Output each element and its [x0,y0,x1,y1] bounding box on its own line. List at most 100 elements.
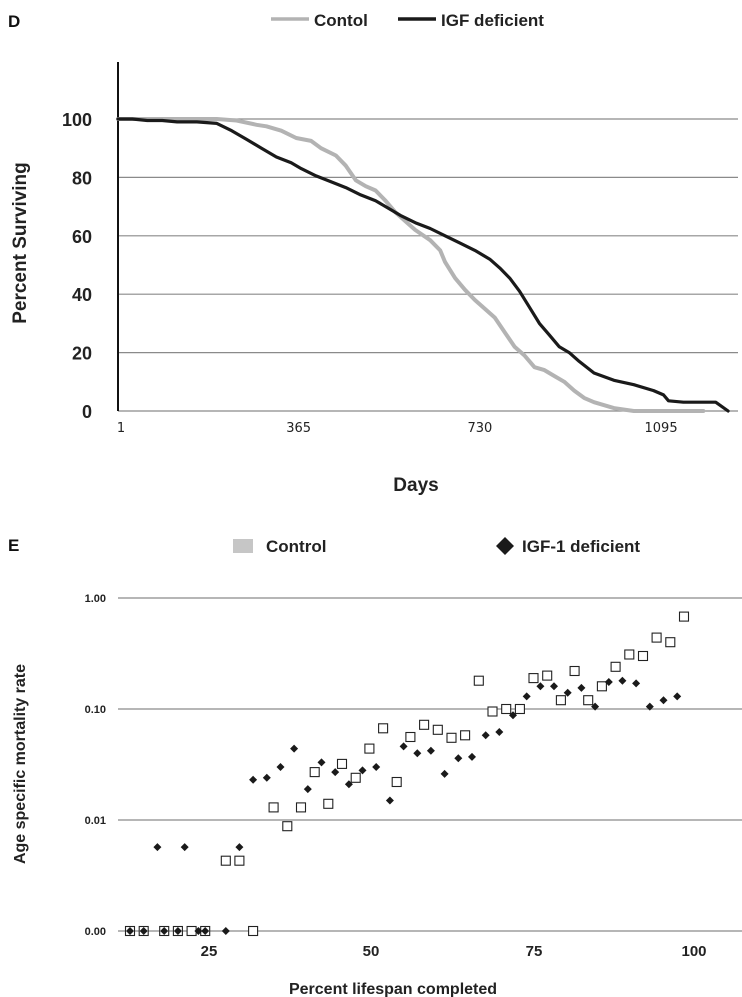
igf-deficient-point [180,843,189,852]
panel-d-x-tick-label: 1 [117,421,125,436]
control-point [350,772,361,783]
panel-e-x-tick-label: 100 [681,943,706,960]
control-point [268,802,279,813]
control-point [678,611,690,622]
panel-e-x-tick-label: 50 [363,943,380,960]
control-point [624,649,635,660]
igf-deficient-point [495,728,504,736]
igf-deficient-point [201,927,210,935]
igf-deficient-point [262,773,271,782]
igf-deficient-point [344,780,353,789]
igf-deficient-point [235,843,244,852]
panel-e-y-axis-title: Age specific mortality rate [12,664,29,864]
igf-deficient-point [358,766,367,775]
panel-e-y-tick-label: 0.10 [85,704,106,716]
control-point [248,925,259,937]
igf-deficient-point [160,927,169,935]
panel-d-y-tick-label: 0 [82,402,92,422]
control-point [419,719,430,730]
control-point [473,675,484,686]
control-point [542,670,553,681]
control-point [391,776,402,788]
control-point [405,731,416,743]
igf-deficient-point [673,692,682,701]
igf-deficient-point [591,702,600,711]
panel-e-y-tick-label: 1.00 [85,593,106,605]
panel-d: D Contol IGF deficient 0 20 40 60 80 100 1 365… [8,11,738,496]
control-point [596,681,607,692]
panel-d-y-axis-title: Percent Surviving [10,162,31,324]
igf-deficient-point [550,682,558,691]
igf-deficient-point [645,702,654,711]
panel-d-x-tick-label: 1095 [645,421,678,436]
panel-d-x-tick-label: 730 [467,421,492,436]
panel-e-y-tick-label: 0.01 [85,815,106,827]
igf-deficient-point [563,688,572,697]
control-point [364,743,375,754]
legend-swatch-igf-e [496,537,514,555]
igf-deficient-point [632,679,641,688]
control-point [528,673,539,684]
control-point [501,703,512,715]
igf-deficient-point [440,769,449,778]
panel-d-y-tick-label: 60 [72,227,92,247]
igf-deficient-point [139,927,148,935]
igf-deficient-point [413,749,422,758]
panel-d-gridlines [118,118,738,412]
control-point [378,723,389,734]
igf-deficient-point [317,758,326,767]
control-point [323,798,334,809]
control-point [460,730,471,741]
panel-e-gridlines [118,597,742,932]
panel-e-y-tick-label: 0.00 [85,926,106,938]
panel-d-legend: Contol IGF deficient [271,11,544,30]
panel-e-x-tick-label: 25 [201,943,218,960]
igf-deficient-point [249,775,258,784]
panel-d-y-tick-label: 40 [72,285,92,305]
panel-d-y-tick-labels: 0 20 40 60 80 100 [62,110,92,422]
panel-d-y-tick-label: 80 [72,168,92,188]
panel-d-x-axis-title: Days [393,475,438,496]
panel-d-series [116,117,730,413]
igf-deficient-point [509,711,517,720]
igf-deficient-point [481,731,490,740]
panel-e-legend: Control IGF-1 deficient [233,537,640,556]
control-point [651,632,662,643]
igf-deficient-point [399,742,408,751]
igf-deficient-point [604,678,613,686]
panel-e-x-tick-labels: 25 50 75 100 [201,943,707,960]
igf-deficient-point [276,763,285,771]
legend-label-control: Contol [314,11,368,30]
legend-label-igf-e: IGF-1 deficient [522,537,640,556]
control-point [637,650,649,662]
igf-deficient-point [153,843,162,852]
legend-swatch-control-e [233,539,253,553]
control-point [336,758,348,769]
panel-d-y-tick-label: 20 [72,344,92,364]
control-point [220,855,231,866]
legend-label-igf: IGF deficient [441,11,544,30]
igf-deficient-point [290,744,299,753]
igf-deficient-point [426,746,435,755]
panel-d-letter: D [8,12,20,31]
igf-deficient-point [303,785,312,794]
igf-deficient-point [126,927,134,935]
panel-d-x-tick-labels: 1 365 730 1095 [117,421,678,436]
igf-deficient-point [385,796,394,805]
panel-e-letter: E [8,536,19,555]
igf-deficient-point [468,752,476,761]
igf-deficient-point [536,682,545,691]
igf-deficient-point [659,696,668,705]
control-point [234,855,245,866]
panel-d-x-tick-label: 365 [286,421,311,436]
igf-deficient-point [331,768,340,777]
igf-deficient-point [618,676,627,685]
igf-deficient-point [194,927,203,935]
control-point [610,661,621,672]
control-point [446,732,457,743]
control-point [665,637,676,648]
panel-e: E Control IGF-1 deficient 0.00 0.01 0.10 1.… [8,536,742,997]
panel-d-y-tick-label: 100 [62,110,92,130]
control-point [514,703,525,715]
